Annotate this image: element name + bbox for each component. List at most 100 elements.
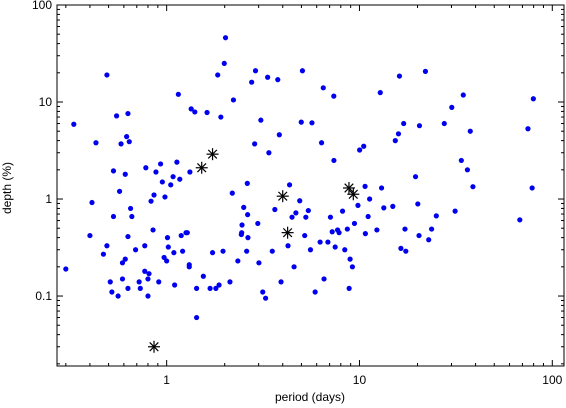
data-point xyxy=(109,289,115,295)
data-point xyxy=(235,258,241,264)
data-point xyxy=(186,262,192,268)
data-point xyxy=(110,168,117,174)
data-point xyxy=(148,198,154,204)
data-point xyxy=(252,68,259,74)
data-point xyxy=(100,251,107,257)
data-point xyxy=(177,176,183,182)
data-point xyxy=(157,161,164,167)
asterisk-point xyxy=(281,226,294,239)
y-tick-label: 10 xyxy=(39,95,53,109)
data-point xyxy=(87,232,93,239)
data-point xyxy=(347,256,353,262)
data-point xyxy=(302,232,308,239)
data-point xyxy=(118,141,124,147)
data-point xyxy=(269,248,275,254)
data-point xyxy=(126,139,132,145)
data-point xyxy=(346,285,352,291)
data-point xyxy=(307,247,314,253)
data-point xyxy=(396,73,403,79)
data-point xyxy=(222,35,229,41)
asterisk-point xyxy=(206,148,219,161)
data-point xyxy=(433,213,439,219)
data-point xyxy=(127,205,134,212)
data-point xyxy=(178,232,184,239)
data-point xyxy=(331,157,337,164)
data-point xyxy=(113,113,120,119)
data-point xyxy=(239,222,245,228)
data-point xyxy=(416,232,422,239)
data-point xyxy=(93,140,99,146)
data-point xyxy=(116,188,123,194)
data-point xyxy=(275,77,281,83)
data-point xyxy=(162,194,168,200)
data-point xyxy=(263,295,269,301)
data-point xyxy=(249,79,255,85)
data-point xyxy=(119,260,126,266)
data-point xyxy=(107,279,113,285)
data-point xyxy=(357,147,363,153)
data-point xyxy=(218,114,224,120)
data-point xyxy=(200,273,206,279)
data-point xyxy=(291,264,297,270)
data-point xyxy=(122,256,128,262)
data-point xyxy=(258,117,264,123)
data-point xyxy=(318,140,325,146)
data-point xyxy=(175,91,181,97)
data-point xyxy=(361,143,367,149)
data-point xyxy=(146,271,152,277)
plot-frame xyxy=(56,4,565,367)
data-point xyxy=(525,126,531,132)
data-point xyxy=(172,282,178,288)
data-point xyxy=(174,159,180,165)
data-point xyxy=(285,243,291,249)
data-point xyxy=(252,141,258,147)
data-point xyxy=(220,248,226,254)
data-point xyxy=(145,276,151,282)
data-point xyxy=(165,244,171,250)
data-point xyxy=(132,247,139,253)
data-point xyxy=(367,196,373,202)
data-point xyxy=(164,258,170,264)
data-point xyxy=(193,285,200,291)
data-point xyxy=(297,198,303,204)
data-point xyxy=(467,128,473,134)
data-point xyxy=(286,182,293,188)
data-point xyxy=(428,226,435,232)
data-point xyxy=(230,97,237,103)
data-point xyxy=(395,131,402,137)
data-point xyxy=(415,201,421,207)
data-point xyxy=(171,250,177,256)
data-point xyxy=(331,93,337,99)
data-point xyxy=(244,248,250,254)
data-point xyxy=(398,245,404,251)
data-point xyxy=(426,237,432,243)
asterisk-point xyxy=(195,161,208,174)
data-point xyxy=(168,182,174,188)
data-point xyxy=(256,260,262,266)
data-point xyxy=(458,157,464,164)
data-point xyxy=(402,226,408,232)
data-point xyxy=(530,96,536,102)
data-point xyxy=(332,244,338,250)
data-point xyxy=(344,226,350,232)
data-point xyxy=(321,276,327,282)
data-point xyxy=(390,203,396,209)
asterisk-point xyxy=(347,188,360,201)
data-point xyxy=(266,150,272,156)
data-point xyxy=(104,72,110,78)
data-point xyxy=(104,243,110,249)
data-point xyxy=(401,120,407,127)
data-point xyxy=(355,202,361,208)
data-point xyxy=(143,165,149,171)
data-point xyxy=(145,293,151,299)
data-point xyxy=(125,110,131,117)
data-point xyxy=(278,279,284,285)
data-point xyxy=(470,184,476,190)
data-point xyxy=(529,185,535,191)
data-point xyxy=(124,133,130,140)
data-point xyxy=(392,138,398,144)
data-point xyxy=(180,248,186,254)
data-point xyxy=(365,213,371,220)
data-point xyxy=(517,217,523,223)
asterisk-point xyxy=(148,340,161,353)
